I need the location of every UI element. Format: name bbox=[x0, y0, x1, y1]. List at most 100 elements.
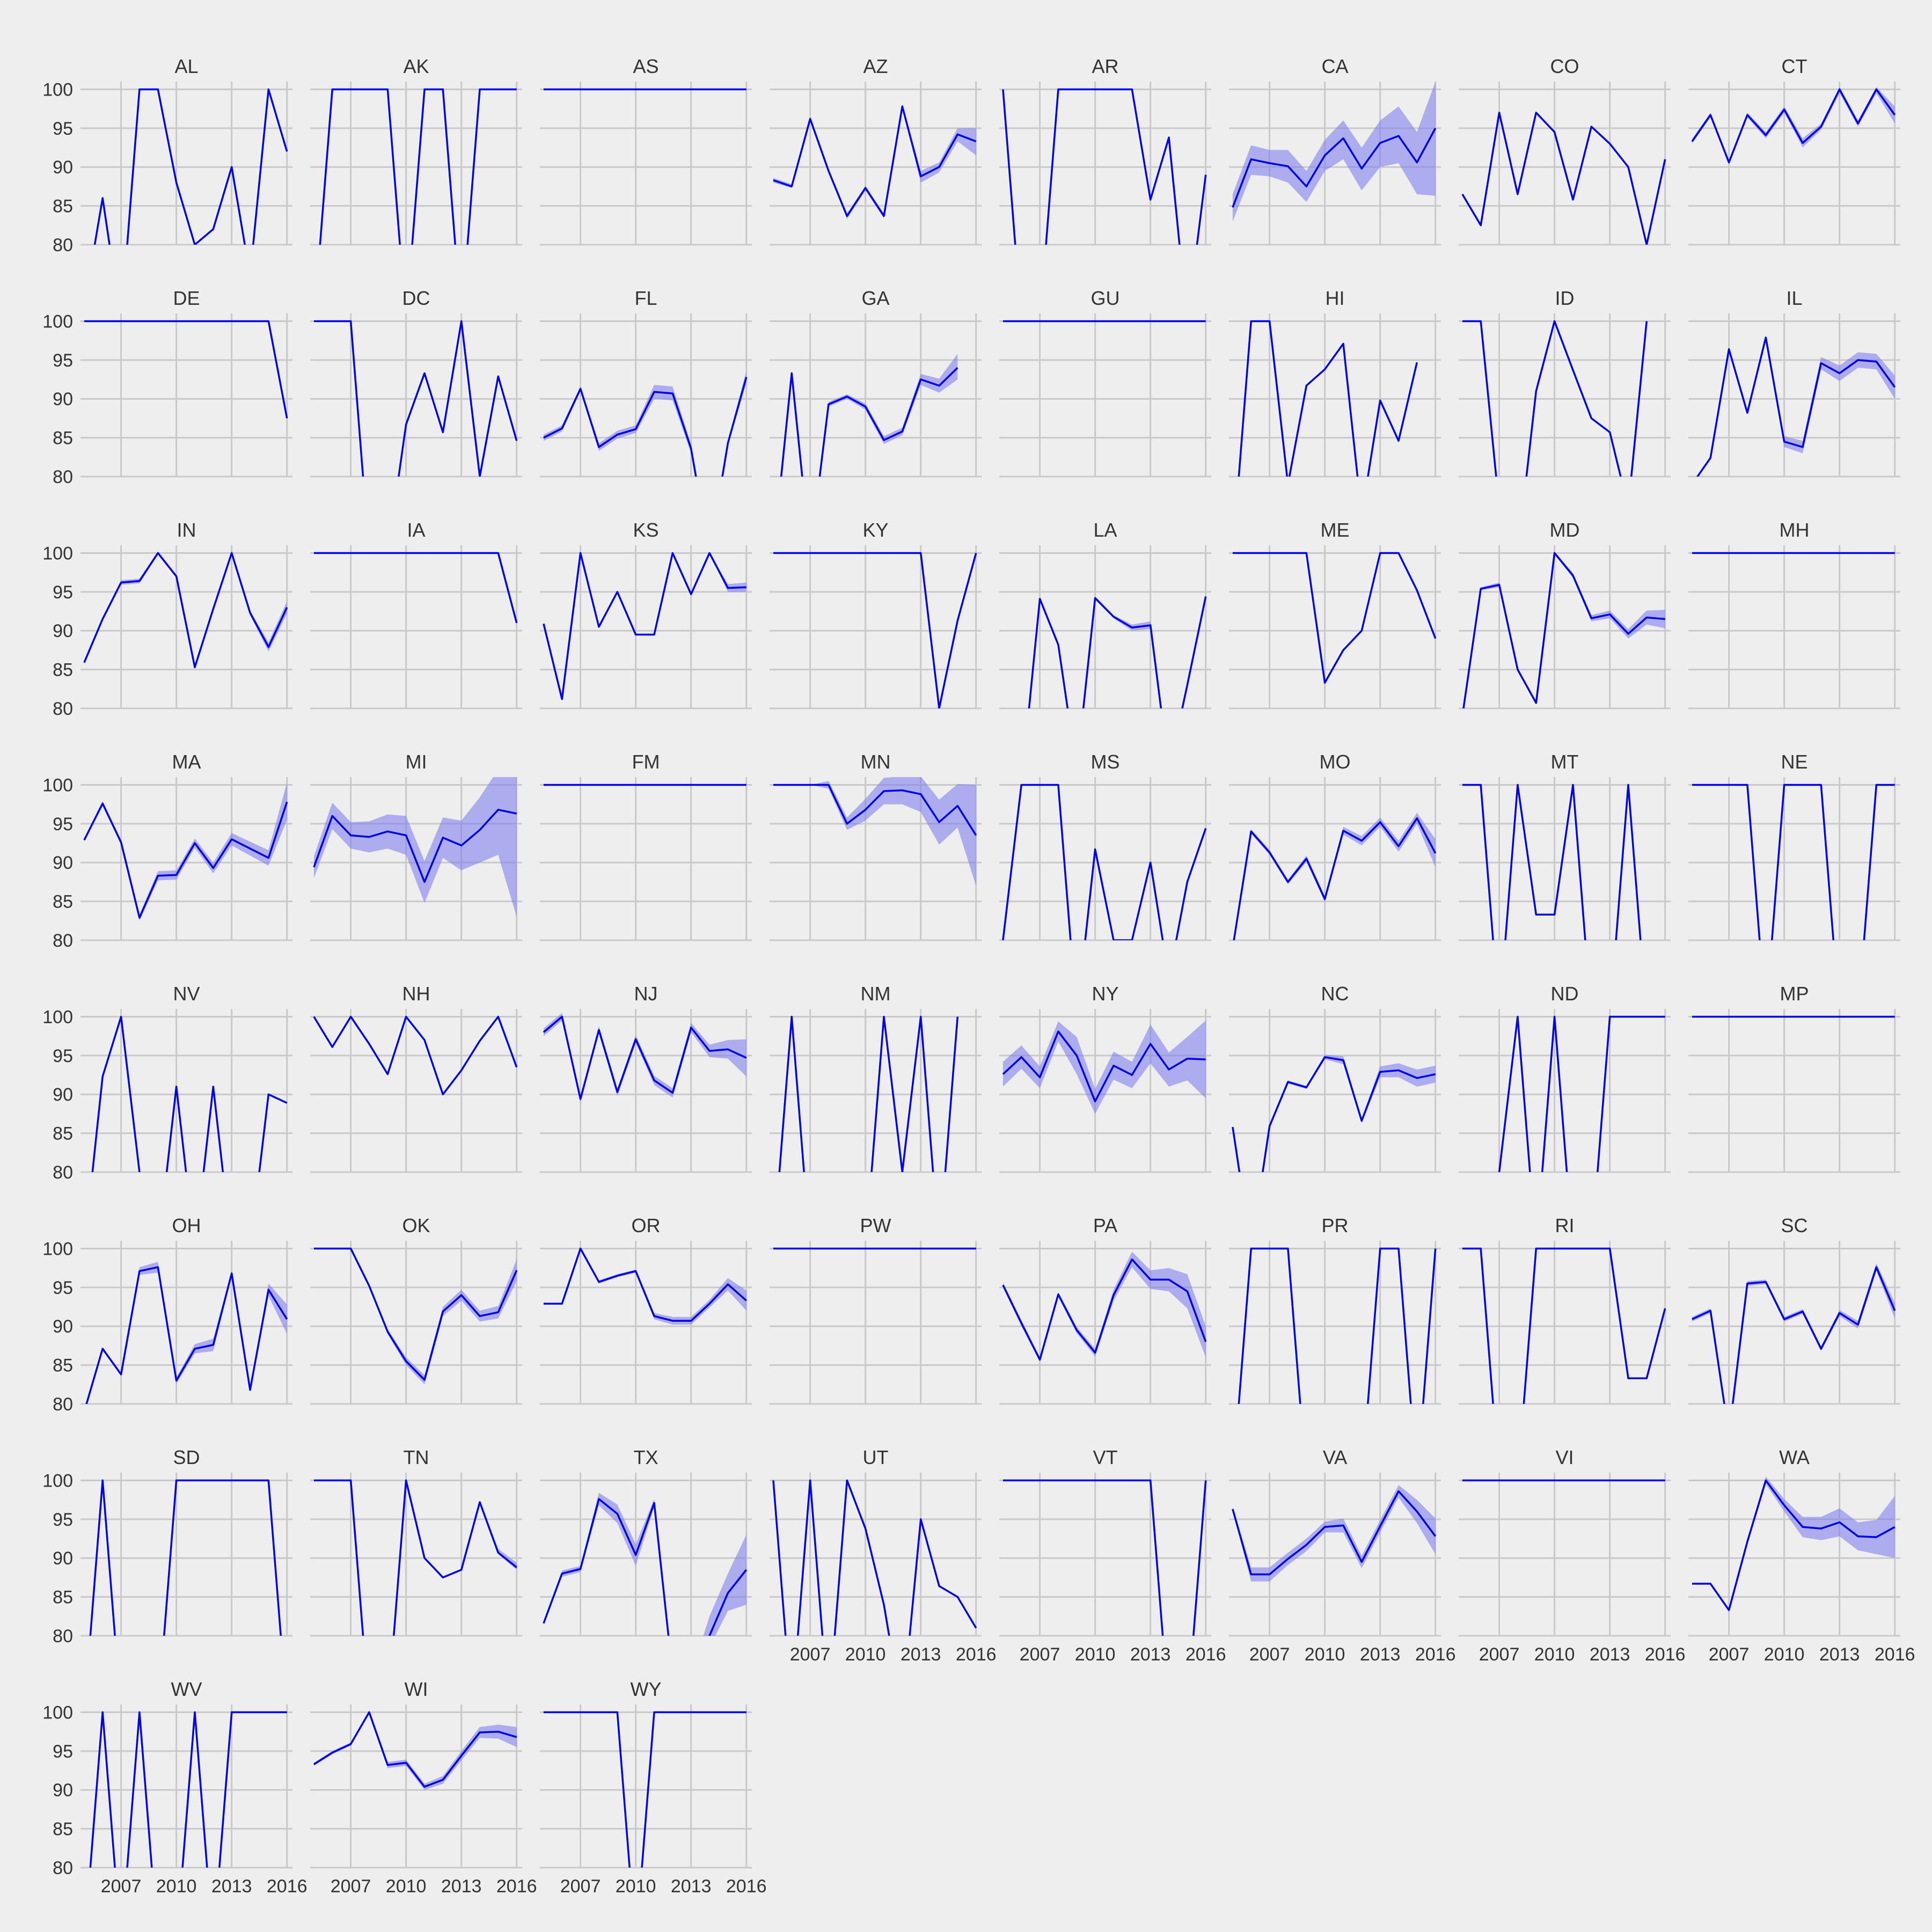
panel-title: KS bbox=[633, 519, 658, 541]
y-tick-label: 90 bbox=[53, 1316, 73, 1337]
panel-title: NJ bbox=[634, 983, 658, 1005]
panel-co: CO bbox=[1459, 55, 1671, 246]
panel-plot-area bbox=[1002, 596, 1207, 708]
panel-title: NE bbox=[1781, 751, 1807, 773]
series-line bbox=[1002, 1258, 1207, 1361]
panel-fl: FL bbox=[540, 287, 752, 478]
confidence-band bbox=[1697, 336, 1895, 477]
panel-ct: CT bbox=[1688, 55, 1900, 246]
y-tick-label: 90 bbox=[53, 621, 73, 641]
x-tick-label: 2010 bbox=[1764, 1644, 1805, 1665]
panel-title: NY bbox=[1092, 983, 1118, 1005]
y-tick-label: 85 bbox=[53, 1587, 73, 1608]
panel-plot-area bbox=[313, 777, 517, 917]
panel-title: AR bbox=[1092, 55, 1118, 77]
series-line bbox=[1462, 784, 1642, 940]
series-line bbox=[1002, 784, 1207, 940]
panel-plot-area bbox=[89, 1711, 287, 1868]
series-line bbox=[313, 320, 518, 477]
panel-title: AL bbox=[174, 55, 198, 77]
panel-ut: UT 2007 2010 2013 2016 bbox=[770, 1446, 997, 1665]
panel-sd: SD 80 85 90 95 100 bbox=[42, 1446, 292, 1646]
series-line bbox=[1692, 784, 1895, 940]
panel-plot-area bbox=[1691, 87, 1896, 165]
x-tick-label: 2007 bbox=[1709, 1644, 1750, 1665]
series-line bbox=[1461, 112, 1666, 245]
panel-nj: NJ bbox=[540, 983, 752, 1173]
panel-plot-area bbox=[1002, 88, 1207, 245]
panel-title: FL bbox=[634, 287, 657, 309]
y-tick-label: 80 bbox=[53, 1626, 73, 1646]
panel-plot-area bbox=[1498, 1015, 1665, 1172]
y-tick-label: 90 bbox=[53, 853, 73, 873]
panel-tn: TN bbox=[310, 1446, 522, 1637]
x-tick-label: 2010 bbox=[386, 1876, 427, 1897]
panel-title: CO bbox=[1550, 55, 1579, 77]
panel-or: OR bbox=[540, 1214, 752, 1405]
x-tick-label: 2013 bbox=[901, 1644, 941, 1665]
series-line bbox=[91, 1015, 288, 1172]
panel-title: GA bbox=[861, 287, 889, 309]
panel-plot-area bbox=[1232, 82, 1437, 222]
panel-title: NV bbox=[173, 983, 200, 1005]
panel-ia: IA bbox=[310, 519, 522, 709]
panel-title: MH bbox=[1780, 519, 1810, 541]
panel-title: SC bbox=[1781, 1214, 1807, 1236]
confidence-band bbox=[773, 777, 976, 886]
panel-de: DE 80 85 90 95 100 bbox=[42, 287, 292, 487]
y-tick-label: 85 bbox=[53, 1819, 73, 1840]
panel-title: MN bbox=[861, 751, 891, 773]
confidence-band bbox=[1232, 82, 1436, 222]
y-tick-label: 100 bbox=[42, 1470, 73, 1491]
y-tick-label: 95 bbox=[53, 350, 73, 371]
panel-ak: AK bbox=[310, 55, 522, 246]
panel-plot-area bbox=[543, 552, 747, 700]
series-line bbox=[773, 105, 977, 217]
y-tick-label: 80 bbox=[53, 1858, 73, 1878]
series-line bbox=[543, 552, 747, 700]
x-tick-label: 2010 bbox=[1075, 1644, 1116, 1665]
x-tick-label: 2010 bbox=[1305, 1644, 1345, 1665]
panel-title: NM bbox=[861, 983, 891, 1005]
panel-title: FM bbox=[632, 751, 660, 773]
y-tick-label: 80 bbox=[53, 931, 73, 951]
panel-plot-area bbox=[1692, 1263, 1896, 1404]
panel-mo: MO bbox=[1229, 751, 1441, 941]
x-tick-label: 2013 bbox=[1130, 1644, 1171, 1665]
panel-plot-area bbox=[543, 371, 748, 477]
confidence-band bbox=[543, 1013, 747, 1102]
x-tick-label: 2013 bbox=[671, 1876, 712, 1897]
x-tick-label: 2007 bbox=[1020, 1644, 1060, 1665]
panel-mh: MH bbox=[1688, 519, 1900, 709]
panel-al: AL 80 85 90 95 100 bbox=[42, 55, 292, 255]
x-tick-label: 2007 bbox=[1479, 1644, 1520, 1665]
panel-plot-area bbox=[1462, 784, 1642, 940]
series-line bbox=[89, 1711, 287, 1868]
x-tick-label: 2007 bbox=[101, 1876, 142, 1897]
x-tick-label: 2013 bbox=[441, 1876, 482, 1897]
panel-plot-area bbox=[773, 777, 977, 886]
panel-plot-area bbox=[1233, 813, 1437, 940]
panel-tx: TX bbox=[540, 1446, 752, 1637]
panel-plot-area bbox=[780, 354, 958, 477]
panel-title: ME bbox=[1321, 519, 1350, 541]
panel-ar: AR bbox=[999, 55, 1211, 246]
series-line bbox=[85, 1266, 288, 1404]
series-line bbox=[1691, 88, 1896, 164]
x-tick-label: 2007 bbox=[1249, 1644, 1290, 1665]
panel-ca: CA bbox=[1229, 55, 1441, 246]
panel-title: WY bbox=[631, 1678, 662, 1700]
confidence-band bbox=[84, 551, 287, 670]
series-line bbox=[1498, 1015, 1665, 1172]
y-tick-label: 100 bbox=[42, 1239, 73, 1259]
series-line bbox=[313, 552, 518, 624]
y-tick-label: 95 bbox=[53, 1510, 73, 1530]
series-line bbox=[1232, 1056, 1436, 1172]
panel-plot-area bbox=[1462, 320, 1648, 477]
y-tick-label: 95 bbox=[53, 814, 73, 835]
panel-title: NC bbox=[1321, 983, 1349, 1005]
panel-title: VI bbox=[1555, 1446, 1574, 1468]
panel-title: SD bbox=[173, 1446, 200, 1468]
series-line bbox=[1692, 1479, 1896, 1611]
